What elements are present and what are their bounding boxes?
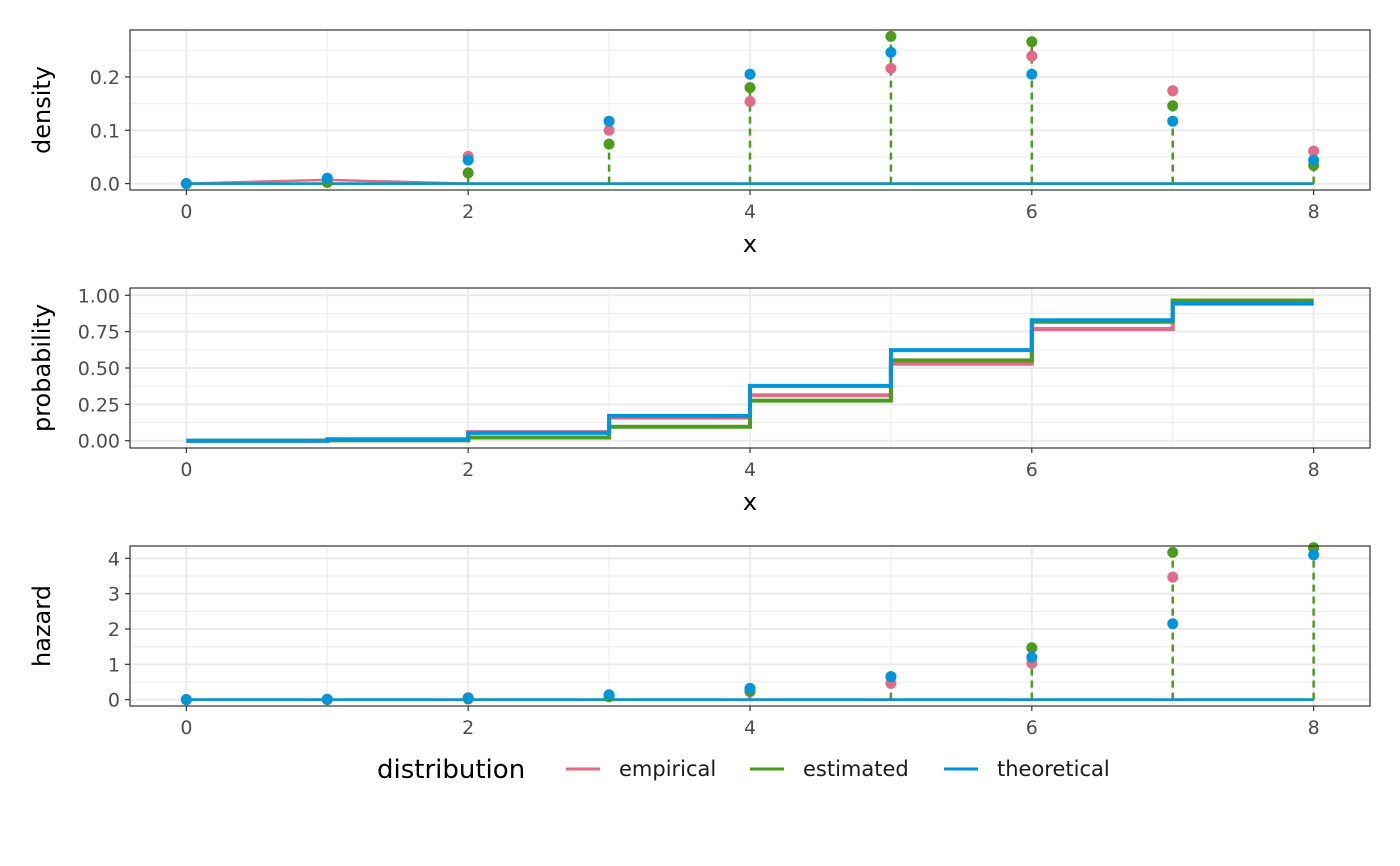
point-theoretical xyxy=(885,46,897,58)
point-theoretical xyxy=(1026,651,1038,663)
y-axis-title: hazard xyxy=(28,585,56,667)
y-tick-label: 3 xyxy=(108,584,120,606)
legend-label-empirical: empirical xyxy=(619,757,716,781)
y-tick-label: 2 xyxy=(108,619,120,641)
legend-label-theoretical: theoretical xyxy=(997,757,1110,781)
legend: distribution empirical estimated theoret… xyxy=(0,740,1400,800)
y-tick-label: 0 xyxy=(108,690,120,712)
point-empirical xyxy=(603,124,615,136)
y-axis-title: density xyxy=(28,66,56,154)
x-axis-title: x xyxy=(743,488,757,516)
point-empirical xyxy=(744,95,756,107)
y-tick-label: 4 xyxy=(108,548,120,570)
point-theoretical xyxy=(744,68,756,80)
y-tick-label: 0.75 xyxy=(78,322,120,344)
y-tick-label: 1 xyxy=(108,654,120,676)
point-theoretical xyxy=(603,115,615,127)
point-estimated xyxy=(1167,100,1179,112)
point-theoretical xyxy=(321,693,333,705)
y-tick-label: 0.50 xyxy=(78,358,120,380)
x-tick-label: 2 xyxy=(462,201,474,223)
point-empirical xyxy=(1167,85,1179,97)
x-tick-label: 6 xyxy=(1026,201,1038,223)
x-tick-label: 2 xyxy=(462,717,474,739)
y-tick-label: 0.1 xyxy=(90,120,120,142)
point-theoretical xyxy=(1167,115,1179,127)
point-estimated xyxy=(462,167,474,179)
legend-label-estimated: estimated xyxy=(803,757,909,781)
point-estimated xyxy=(603,138,615,150)
point-theoretical xyxy=(603,689,615,701)
point-theoretical xyxy=(462,692,474,704)
panel-density: 0 2 4 6 8 0.0 0.1 0.2 x density xyxy=(28,29,1371,258)
x-tick-label: 2 xyxy=(462,459,474,481)
point-empirical xyxy=(1026,50,1038,62)
x-tick-label: 0 xyxy=(180,201,192,223)
x-tick-label: 4 xyxy=(744,201,756,223)
y-tick-label: 1.00 xyxy=(78,285,120,307)
point-estimated xyxy=(885,30,897,42)
y-tick-label: 0.0 xyxy=(90,174,120,196)
point-theoretical xyxy=(1167,618,1179,630)
x-tick-label: 4 xyxy=(744,459,756,481)
y-tick-label: 0.00 xyxy=(78,431,120,453)
step-line-theoretical xyxy=(186,301,1314,443)
point-theoretical xyxy=(885,671,897,683)
panel-hazard: 0 2 4 6 8 0 1 2 3 4 hazard xyxy=(28,542,1371,739)
y-tick-label: 0.2 xyxy=(90,67,120,89)
x-tick-label: 8 xyxy=(1308,459,1320,481)
point-estimated xyxy=(1026,642,1038,654)
x-tick-label: 0 xyxy=(180,459,192,481)
point-theoretical xyxy=(180,178,192,190)
point-theoretical xyxy=(321,172,333,184)
point-theoretical xyxy=(1308,154,1320,166)
point-estimated xyxy=(744,82,756,94)
point-theoretical xyxy=(180,694,192,706)
point-theoretical xyxy=(462,154,474,166)
x-axis-title: x xyxy=(743,230,757,258)
point-empirical xyxy=(1308,145,1320,157)
x-tick-label: 4 xyxy=(744,717,756,739)
point-estimated xyxy=(1026,36,1038,48)
point-theoretical xyxy=(744,682,756,694)
panel-probability: 0 2 4 6 8 0.00 0.25 0.50 0.75 1.00 x probability xyxy=(28,285,1371,516)
x-tick-label: 8 xyxy=(1308,717,1320,739)
point-estimated xyxy=(1167,546,1179,558)
x-tick-label: 6 xyxy=(1026,459,1038,481)
legend-title: distribution xyxy=(377,755,525,785)
point-theoretical xyxy=(1026,68,1038,80)
x-tick-label: 6 xyxy=(1026,717,1038,739)
point-theoretical xyxy=(1308,549,1320,561)
x-tick-label: 0 xyxy=(180,717,192,739)
y-tick-label: 0.25 xyxy=(78,394,120,416)
point-empirical xyxy=(1167,571,1179,583)
x-tick-label: 8 xyxy=(1308,201,1320,223)
y-axis-title: probability xyxy=(28,304,56,432)
point-empirical xyxy=(885,62,897,74)
